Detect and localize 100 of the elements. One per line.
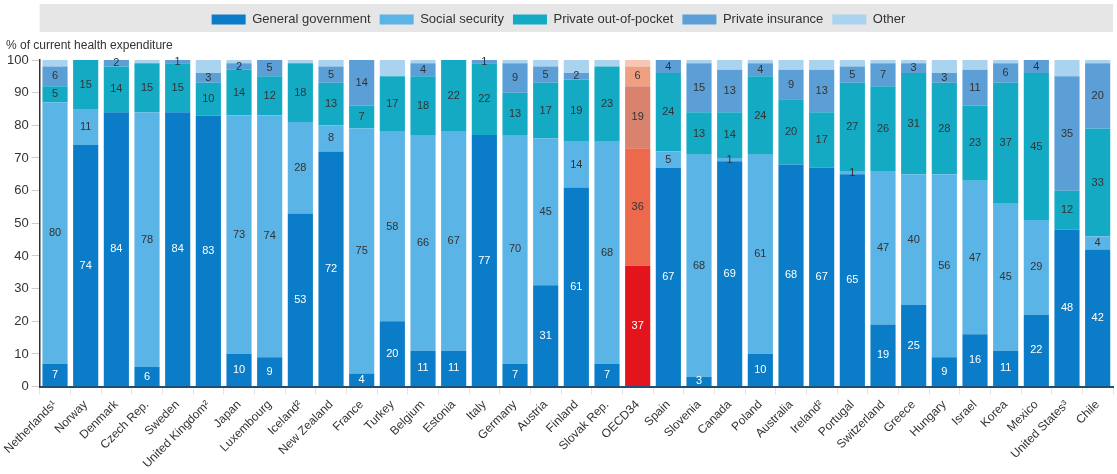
bar <box>778 69 804 100</box>
data-label: 1 <box>174 54 181 67</box>
bar <box>1023 60 1049 74</box>
data-label: 20 <box>386 346 399 359</box>
data-label: 1 <box>849 165 856 178</box>
bar <box>962 180 988 335</box>
data-label: 15 <box>692 80 706 93</box>
data-label: 5 <box>327 67 335 80</box>
bar <box>1085 236 1111 250</box>
bar <box>441 60 467 132</box>
bar <box>287 63 313 123</box>
bar <box>73 60 99 109</box>
data-label: 7 <box>511 367 519 380</box>
y-tick-label: 100 <box>6 51 29 67</box>
bar <box>594 363 620 387</box>
data-label: 14 <box>110 82 123 95</box>
legend-label: Other <box>872 11 907 27</box>
bar <box>686 112 712 155</box>
y-tick-label: 40 <box>14 247 29 263</box>
bar <box>502 363 528 387</box>
legend-label: General government <box>252 11 372 27</box>
data-label: 40 <box>907 232 920 245</box>
data-label: 17 <box>386 97 399 110</box>
data-label: 14 <box>723 128 736 141</box>
bar <box>901 73 927 175</box>
y-tick-label: 10 <box>14 345 29 361</box>
bar <box>533 285 559 387</box>
bar <box>379 76 405 132</box>
bar <box>1085 249 1111 387</box>
bar <box>1054 76 1080 191</box>
bar <box>287 213 313 387</box>
data-label: 2 <box>573 69 580 82</box>
data-label: 10 <box>754 363 767 376</box>
bar <box>379 321 405 387</box>
bar <box>134 367 160 387</box>
data-label: 2 <box>113 56 120 69</box>
bar <box>993 350 1019 387</box>
data-label: 25 <box>907 338 920 351</box>
bar <box>809 112 835 168</box>
bar <box>42 66 68 87</box>
data-label: 16 <box>968 353 982 366</box>
bar <box>379 60 405 77</box>
bar <box>410 76 436 136</box>
bar <box>962 105 988 181</box>
data-label: 5 <box>51 87 59 100</box>
bar <box>901 174 927 305</box>
bar <box>134 63 160 113</box>
data-label: 18 <box>416 98 430 111</box>
data-label: 9 <box>511 71 519 83</box>
bar <box>287 60 313 64</box>
bar <box>103 60 129 67</box>
data-label: 8 <box>327 131 335 144</box>
bar <box>226 63 252 70</box>
bar <box>410 63 436 77</box>
data-label: 74 <box>263 229 276 242</box>
data-label: 11 <box>447 361 460 374</box>
bar <box>441 350 467 387</box>
bar <box>747 76 773 155</box>
y-tick-label: 30 <box>14 280 29 296</box>
data-label: 84 <box>171 242 184 255</box>
bar <box>73 108 99 145</box>
bar <box>901 60 927 64</box>
data-label: 11 <box>417 361 429 374</box>
bar <box>594 60 620 67</box>
bar <box>533 82 559 139</box>
data-label: 61 <box>754 247 767 260</box>
data-label: 14 <box>232 85 246 98</box>
data-label: 7 <box>51 367 59 380</box>
bar <box>655 73 681 152</box>
data-label: 9 <box>787 77 795 90</box>
bar <box>747 353 773 387</box>
bar <box>747 63 773 77</box>
bar <box>563 141 589 188</box>
data-label: 6 <box>143 369 151 382</box>
bar <box>625 148 651 266</box>
bar <box>870 86 896 172</box>
data-label: 24 <box>754 108 767 121</box>
data-label: 4 <box>419 62 427 75</box>
data-label: 33 <box>1091 175 1104 188</box>
bar <box>962 334 988 387</box>
data-label: 61 <box>570 279 583 292</box>
data-label: 83 <box>202 243 215 256</box>
bar <box>226 69 252 116</box>
y-tick-label: 90 <box>14 84 29 100</box>
bar <box>349 105 375 129</box>
data-label: 4 <box>665 59 672 72</box>
data-label: 17 <box>815 133 828 146</box>
bar <box>594 66 620 142</box>
data-label: 22 <box>478 92 491 105</box>
data-label: 72 <box>324 261 338 274</box>
legend-label: Social security <box>420 11 505 27</box>
bar <box>103 66 129 113</box>
data-label: 69 <box>723 266 736 279</box>
bar <box>471 63 497 136</box>
bar <box>993 60 1019 64</box>
bar <box>962 60 988 70</box>
bar <box>318 151 344 387</box>
y-tick-label: 20 <box>14 312 29 328</box>
bar <box>42 363 68 387</box>
y-tick-label: 50 <box>14 214 29 230</box>
